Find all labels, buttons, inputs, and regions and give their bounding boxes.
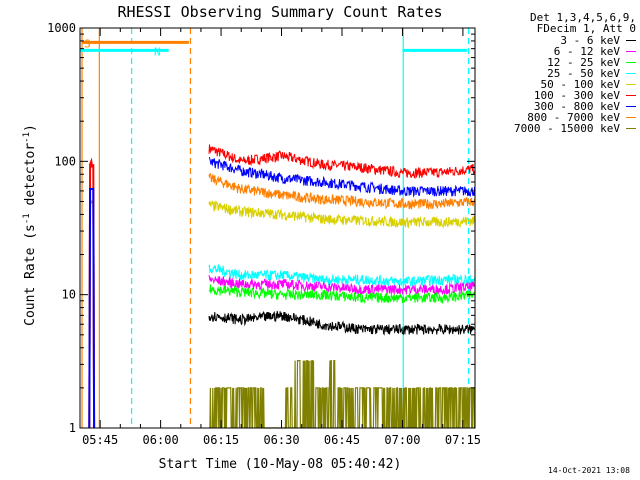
y-axis-label-mid: detector xyxy=(23,143,38,214)
legend-label: 12 - 25 keV xyxy=(547,56,620,69)
legend-entry-100-300-kev: 100 - 300 keV xyxy=(480,90,636,101)
legend: Det 1,3,4,5,6,9, FDecim 1, Att 0 3 - 6 k… xyxy=(480,12,636,134)
series-100-300-kev xyxy=(208,144,475,180)
legend-label: 300 - 800 keV xyxy=(533,100,620,113)
y-tick-label: 10 xyxy=(62,288,76,302)
legend-label: 800 - 7000 keV xyxy=(527,111,620,124)
legend-swatch xyxy=(626,73,636,74)
series-6-12-kev xyxy=(208,274,475,297)
legend-label: 3 - 6 keV xyxy=(560,34,620,47)
y-axis-label: Count Rate (s-1 detector-1) xyxy=(22,124,38,326)
legend-entries: 3 - 6 keV 6 - 12 keV 12 - 25 keV 25 - 50 ke… xyxy=(480,35,636,134)
legend-swatch xyxy=(626,95,636,96)
legend-label: 50 - 100 keV xyxy=(540,78,620,91)
legend-swatch xyxy=(626,117,636,118)
legend-entry-800-7000-kev: 800 - 7000 keV xyxy=(480,112,636,123)
legend-swatch xyxy=(626,40,636,41)
y-axis-label-main: Count Rate (s xyxy=(23,224,38,326)
legend-entry-12-25-kev: 12 - 25 keV xyxy=(480,57,636,68)
plot-frame xyxy=(79,27,476,429)
chart-title: RHESSI Observing Summary Count Rates xyxy=(117,3,442,21)
x-tick-label: 06:30 xyxy=(263,433,299,447)
legend-header-line-1: Det 1,3,4,5,6,9, xyxy=(530,11,636,24)
series-800-7000-kev xyxy=(208,173,475,210)
legend-entry-7000-15000-kev: 7000 - 15000 keV xyxy=(480,123,636,134)
series-50-100-kev xyxy=(208,200,475,230)
y-tick-label: 100 xyxy=(54,154,76,168)
x-tick-label: 06:45 xyxy=(324,433,360,447)
flag-label-n: N xyxy=(154,45,161,58)
flag-label-s: S xyxy=(84,37,91,50)
generation-timestamp: 14-Oct-2021 13:08 xyxy=(548,466,630,475)
y-axis-label-sup1: -1 xyxy=(22,213,32,224)
legend-swatch xyxy=(626,62,636,63)
x-axis-label: Start Time (10-May-08 05:40:42) xyxy=(159,457,402,472)
legend-label: 7000 - 15000 keV xyxy=(514,122,620,135)
y-tick-label: 1000 xyxy=(47,21,76,35)
x-tick-label: 05:45 xyxy=(82,433,118,447)
legend-entry-25-50-kev: 25 - 50 keV xyxy=(480,68,636,79)
series-12-25-kev xyxy=(208,284,475,305)
legend-label: 100 - 300 keV xyxy=(533,89,620,102)
legend-header-line-2: FDecim 1, Att 0 xyxy=(536,22,636,35)
start-spike-blue xyxy=(88,188,96,429)
legend-swatch xyxy=(626,84,636,85)
legend-entry-3-6-kev: 3 - 6 keV xyxy=(480,35,636,46)
series-7000-15000-kev xyxy=(209,360,476,429)
axes: 1 10 100 1000 05:45 06:00 06:15 06:30 06:45 07:00… xyxy=(47,21,481,447)
x-tick-label: 06:15 xyxy=(203,433,239,447)
x-tick-label: 07:15 xyxy=(445,433,481,447)
x-tick-label: 06:00 xyxy=(143,433,179,447)
legend-entry-50-100-kev: 50 - 100 keV xyxy=(480,79,636,90)
y-axis-label-sup2: -1 xyxy=(22,132,32,143)
legend-entry-300-800-kev: 300 - 800 keV xyxy=(480,101,636,112)
plot-area: SN xyxy=(80,28,476,429)
legend-swatch xyxy=(626,128,636,129)
series-300-800-kev xyxy=(208,156,475,198)
y-axis-label-end: ) xyxy=(23,124,38,132)
legend-label: 25 - 50 keV xyxy=(547,67,620,80)
y-tick-label: 1 xyxy=(69,421,76,435)
legend-entry-6-12-kev: 6 - 12 keV xyxy=(480,46,636,57)
legend-label: 6 - 12 keV xyxy=(553,45,620,58)
x-tick-label: 07:00 xyxy=(384,433,420,447)
legend-swatch xyxy=(626,106,636,107)
series-3-6-kev xyxy=(208,310,475,336)
series-25-50-kev xyxy=(208,264,475,287)
legend-swatch xyxy=(626,51,636,52)
